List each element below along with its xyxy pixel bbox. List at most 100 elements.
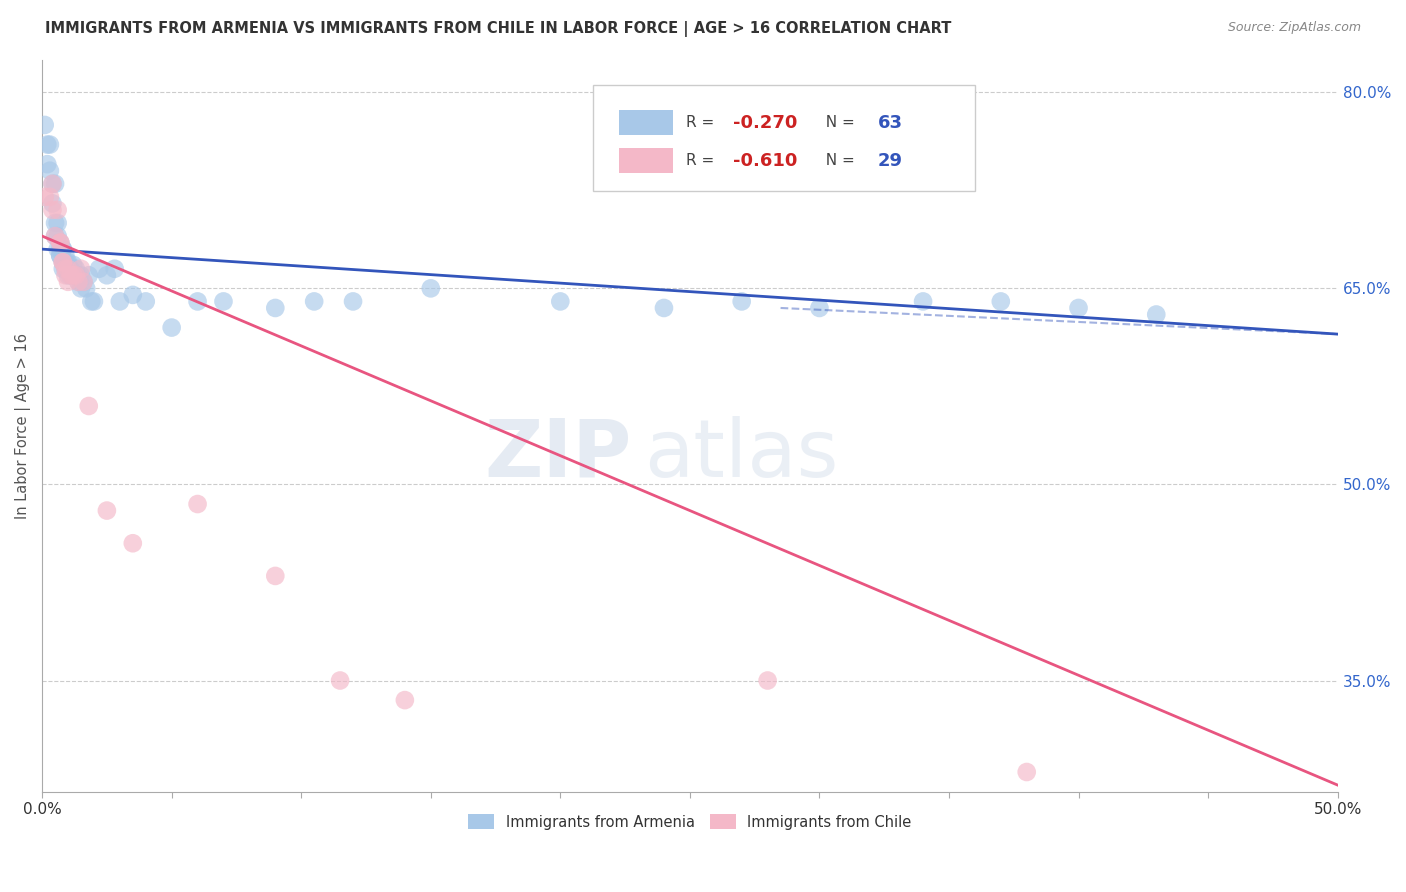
Text: R =: R = — [686, 115, 718, 130]
Point — [160, 320, 183, 334]
Point — [550, 294, 572, 309]
FancyBboxPatch shape — [619, 110, 673, 135]
Point — [187, 497, 209, 511]
Point — [56, 255, 79, 269]
Point — [52, 255, 75, 269]
Point — [55, 261, 77, 276]
Point — [37, 157, 59, 171]
Point — [731, 294, 754, 309]
Point — [104, 261, 127, 276]
Point — [80, 294, 103, 309]
Text: IMMIGRANTS FROM ARMENIA VS IMMIGRANTS FROM CHILE IN LABOR FORCE | AGE > 16 CORRE: IMMIGRANTS FROM ARMENIA VS IMMIGRANTS FR… — [45, 21, 952, 37]
Point — [96, 268, 118, 283]
Point — [264, 301, 287, 315]
Point — [62, 268, 84, 283]
Point — [77, 268, 100, 283]
Point — [1067, 301, 1090, 315]
Point — [121, 288, 143, 302]
Point — [990, 294, 1012, 309]
Point — [1144, 308, 1167, 322]
Point — [49, 249, 72, 263]
Point — [44, 229, 66, 244]
Text: -0.610: -0.610 — [733, 152, 797, 169]
Point — [49, 235, 72, 250]
Point — [52, 261, 75, 276]
Point — [419, 281, 441, 295]
Point — [55, 268, 77, 283]
Point — [65, 261, 87, 276]
Point — [135, 294, 157, 309]
Point — [59, 268, 82, 283]
Point — [41, 177, 63, 191]
Point — [38, 190, 60, 204]
Point — [55, 261, 77, 276]
Point — [70, 268, 93, 283]
Point — [67, 275, 90, 289]
Point — [38, 163, 60, 178]
Text: atlas: atlas — [644, 416, 839, 494]
Point — [56, 258, 79, 272]
Point — [46, 229, 69, 244]
Point — [264, 569, 287, 583]
FancyBboxPatch shape — [593, 86, 974, 192]
Point — [37, 137, 59, 152]
Point — [72, 275, 94, 289]
Point — [44, 177, 66, 191]
Point — [52, 242, 75, 256]
Text: 29: 29 — [877, 152, 903, 169]
Point — [329, 673, 352, 688]
Point — [912, 294, 935, 309]
Point — [46, 242, 69, 256]
Legend: Immigrants from Armenia, Immigrants from Chile: Immigrants from Armenia, Immigrants from… — [463, 808, 918, 836]
Point — [56, 268, 79, 283]
Point — [756, 673, 779, 688]
Point — [44, 229, 66, 244]
Point — [49, 235, 72, 250]
Point — [70, 281, 93, 295]
Point — [59, 261, 82, 276]
Point — [83, 294, 105, 309]
Point — [56, 261, 79, 276]
Text: N =: N = — [815, 115, 859, 130]
Point — [72, 275, 94, 289]
Point — [41, 177, 63, 191]
Point — [70, 261, 93, 276]
Point — [394, 693, 416, 707]
Text: 63: 63 — [877, 113, 903, 131]
Point — [38, 137, 60, 152]
Point — [55, 255, 77, 269]
Text: R =: R = — [686, 153, 718, 168]
Point — [49, 249, 72, 263]
Point — [87, 261, 110, 276]
Point — [52, 242, 75, 256]
Point — [46, 216, 69, 230]
Y-axis label: In Labor Force | Age > 16: In Labor Force | Age > 16 — [15, 333, 31, 518]
Point — [65, 268, 87, 283]
Text: Source: ZipAtlas.com: Source: ZipAtlas.com — [1227, 21, 1361, 35]
Point — [187, 294, 209, 309]
Point — [41, 202, 63, 217]
Point — [108, 294, 131, 309]
Point — [56, 275, 79, 289]
Point — [212, 294, 235, 309]
Point — [52, 255, 75, 269]
Point — [96, 503, 118, 517]
Point — [67, 275, 90, 289]
Point — [52, 255, 75, 269]
Point — [49, 242, 72, 256]
Text: ZIP: ZIP — [484, 416, 631, 494]
Point — [67, 268, 90, 283]
Point — [46, 202, 69, 217]
Point — [77, 399, 100, 413]
Point — [75, 281, 97, 295]
Point — [41, 196, 63, 211]
Point — [62, 258, 84, 272]
Point — [44, 216, 66, 230]
Point — [808, 301, 831, 315]
Point — [49, 235, 72, 250]
Point — [1015, 764, 1038, 779]
Point — [342, 294, 364, 309]
Point — [302, 294, 325, 309]
Point — [59, 268, 82, 283]
Point — [34, 190, 56, 204]
